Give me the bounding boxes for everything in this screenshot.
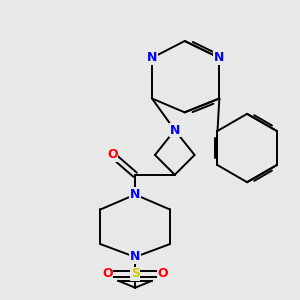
Text: O: O	[102, 267, 113, 280]
Text: N: N	[147, 51, 157, 64]
Text: N: N	[214, 51, 224, 64]
Text: N: N	[130, 188, 140, 201]
Text: O: O	[158, 267, 168, 280]
Text: N: N	[169, 124, 180, 137]
Text: O: O	[107, 148, 118, 161]
Text: S: S	[130, 267, 140, 280]
Text: N: N	[130, 250, 140, 263]
